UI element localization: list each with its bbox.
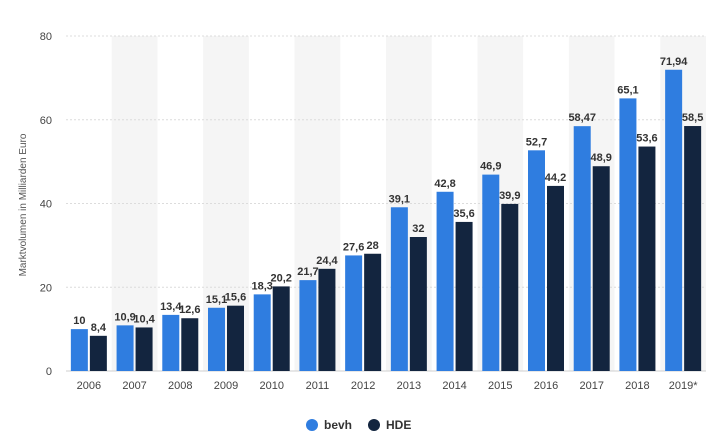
bar-hde-10[interactable] — [547, 185, 564, 371]
data-label: 53,6 — [636, 133, 657, 145]
data-label: 65,1 — [617, 84, 638, 96]
data-label: 18,3 — [252, 280, 273, 292]
data-label: 28 — [367, 240, 379, 252]
legend-marker — [368, 419, 380, 431]
bar-hde-5[interactable] — [318, 268, 336, 371]
bar-hde-1[interactable] — [135, 327, 153, 371]
bar-hde-3[interactable] — [227, 305, 244, 371]
bar-bevh-3[interactable] — [208, 307, 225, 371]
data-label: 46,9 — [480, 161, 501, 173]
data-label: 10 — [73, 315, 85, 327]
bar-hde-13[interactable] — [684, 126, 702, 371]
bar-bevh-13[interactable] — [665, 69, 683, 371]
bar-bevh-11[interactable] — [573, 126, 591, 371]
x-tick-label: 2017 — [579, 380, 603, 392]
y-tick-label: 0 — [46, 366, 52, 378]
bar-hde-8[interactable] — [455, 221, 473, 371]
data-label: 52,7 — [526, 136, 547, 148]
legend[interactable]: bevh HDE — [306, 418, 411, 432]
data-label: 27,6 — [343, 241, 364, 253]
y-axis-title: Marktvolumen in Milliarden Euro — [18, 133, 29, 276]
data-label: 42,8 — [434, 178, 455, 190]
x-tick-label: 2010 — [259, 380, 283, 392]
data-label: 20,2 — [271, 272, 292, 284]
x-tick-label: 2015 — [488, 380, 512, 392]
data-label: 8,4 — [91, 322, 107, 334]
data-label: 58,47 — [568, 112, 596, 124]
bar-bevh-4[interactable] — [253, 294, 271, 371]
data-label: 15,1 — [206, 294, 227, 306]
bar-hde-12[interactable] — [638, 146, 656, 371]
data-label: 15,6 — [225, 292, 246, 304]
bar-bevh-12[interactable] — [619, 98, 637, 372]
data-label: 39,9 — [499, 190, 520, 202]
bar-bevh-10[interactable] — [528, 150, 545, 371]
x-tick-label: 2016 — [534, 380, 558, 392]
data-label: 44,2 — [545, 172, 566, 184]
data-label: 21,7 — [297, 266, 318, 278]
x-tick-label: 2012 — [351, 380, 375, 392]
x-tick-label: 2007 — [122, 380, 146, 392]
bar-hde-2[interactable] — [181, 318, 199, 371]
x-tick-label: 2019* — [669, 380, 698, 392]
legend-item-bevh[interactable]: bevh — [306, 418, 352, 432]
legend-label: bevh — [324, 418, 352, 432]
bar-hde-4[interactable] — [272, 286, 290, 371]
bar-bevh-1[interactable] — [116, 325, 134, 371]
data-label: 48,9 — [591, 152, 612, 164]
x-tick-label: 2018 — [625, 380, 649, 392]
bar-hde-6[interactable] — [364, 253, 382, 371]
legend-label: HDE — [386, 418, 411, 432]
bar-bevh-0[interactable] — [70, 329, 88, 371]
x-tick-label: 2014 — [442, 380, 466, 392]
data-label: 24,4 — [316, 255, 338, 267]
data-label: 35,6 — [453, 208, 474, 220]
x-tick-label: 2006 — [77, 380, 101, 392]
data-label: 32 — [412, 223, 424, 235]
bar-bevh-6[interactable] — [345, 255, 363, 371]
bar-bevh-7[interactable] — [390, 207, 408, 371]
bar-bevh-8[interactable] — [436, 191, 454, 371]
legend-item-hde[interactable]: HDE — [368, 418, 411, 432]
bars — [70, 69, 702, 372]
data-label: 12,6 — [179, 304, 200, 316]
data-labels: 10 8,4 10,910,4 13,412,6 15,115,6 18,320,2 21,… — [73, 56, 703, 334]
data-label: 10,9 — [114, 311, 135, 323]
bar-hde-7[interactable] — [409, 237, 427, 371]
x-tick-label: 2008 — [168, 380, 192, 392]
data-label: 39,1 — [389, 193, 410, 205]
bar-bevh-2[interactable] — [162, 314, 180, 371]
y-tick-label: 60 — [40, 115, 52, 127]
y-tick-label: 40 — [40, 199, 52, 211]
bar-hde-11[interactable] — [592, 166, 610, 371]
bar-hde-9[interactable] — [501, 203, 519, 371]
x-tick-label: 2013 — [397, 380, 421, 392]
x-axis-ticks: 2006 2007 2008 2009 2010 2011 2012 2013 2014 2015… — [77, 380, 699, 392]
data-label: 71,94 — [660, 56, 688, 68]
x-tick-label: 2011 — [306, 380, 330, 392]
y-tick-label: 20 — [40, 282, 52, 294]
data-label: 13,4 — [160, 301, 182, 313]
x-tick-label: 2009 — [214, 380, 238, 392]
legend-marker — [306, 419, 318, 431]
bar-bevh-5[interactable] — [299, 280, 317, 371]
bar-bevh-9[interactable] — [482, 174, 500, 371]
y-tick-label: 80 — [40, 31, 52, 43]
y-axis-ticks: 0 20 40 60 80 — [40, 31, 52, 378]
data-label: 58,5 — [682, 112, 703, 124]
data-label: 10,4 — [133, 313, 155, 325]
bar-hde-0[interactable] — [89, 335, 107, 371]
